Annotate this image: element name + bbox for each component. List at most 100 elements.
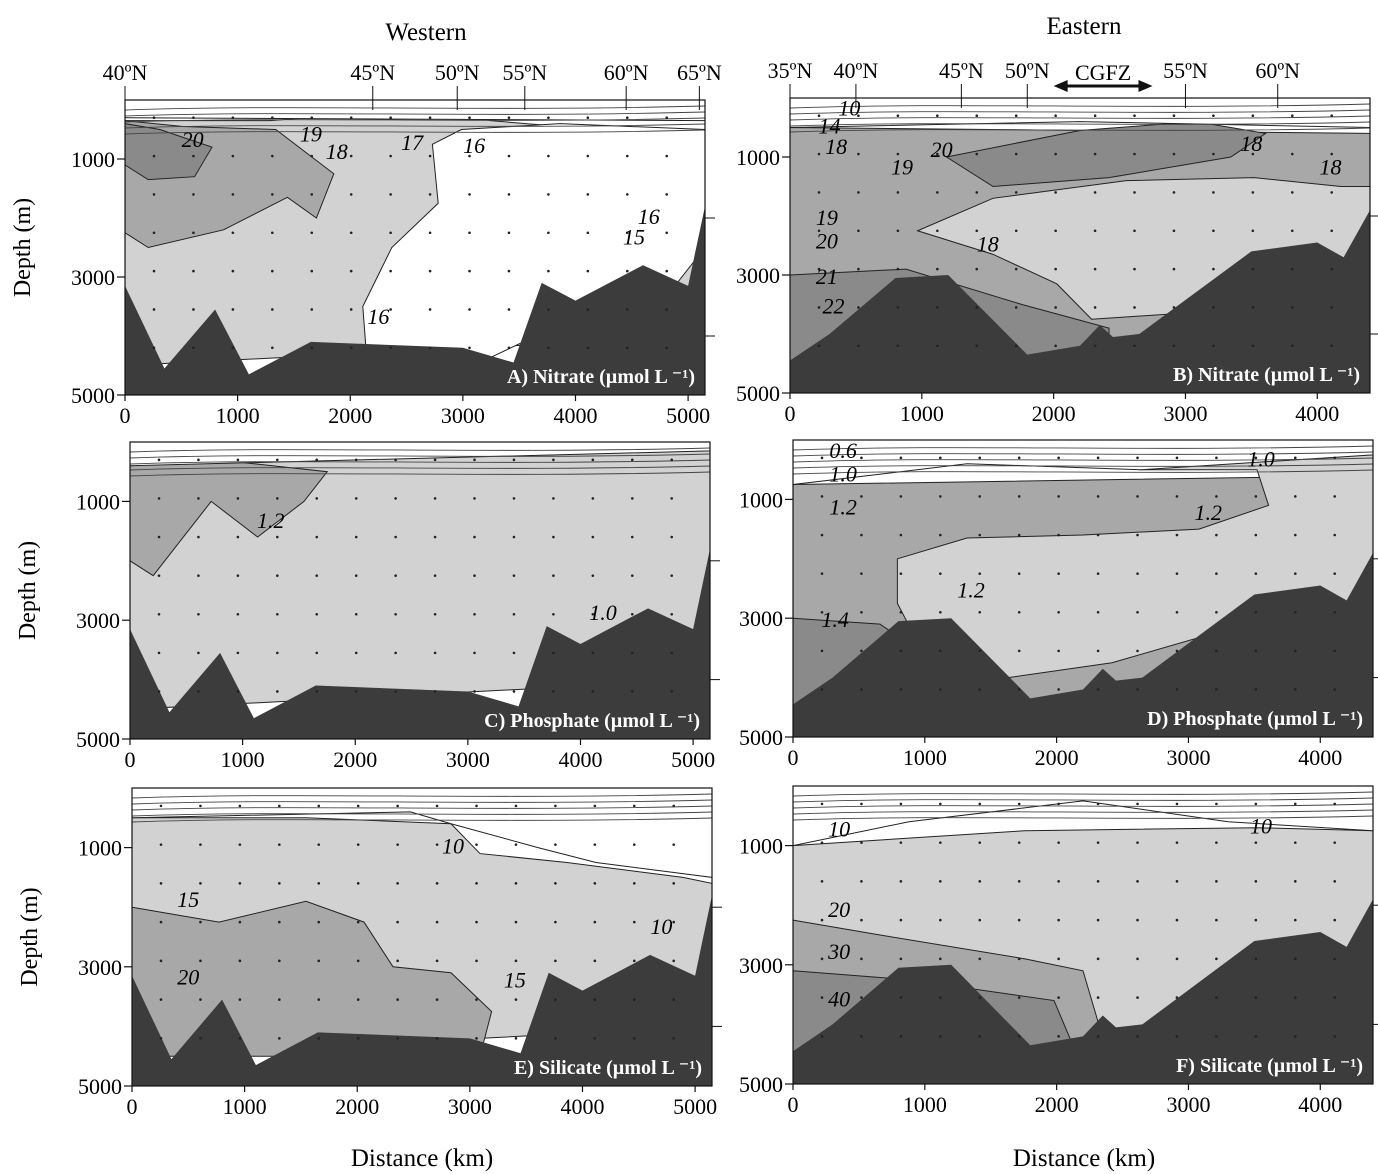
station-dot [899,610,903,614]
panel-frame [792,785,1374,1085]
station-dot [356,998,360,1001]
station-dot [552,458,555,462]
station-dot [514,998,518,1001]
station-dot [1293,880,1297,883]
station-dot [354,497,358,500]
latitude-label: 50ºN [435,60,480,85]
contour-line [792,791,1374,797]
station-dot [593,882,597,885]
station-dot [939,841,942,844]
station-dot [1017,957,1021,961]
station-dot [315,690,319,693]
station-dot [630,651,634,655]
station-dot [512,651,516,655]
station-dot [1017,841,1021,844]
contour-label: 15 [177,887,199,912]
bottom-topography [132,895,712,1086]
station-dot [192,116,195,119]
station-dot [899,688,903,691]
station-dot [820,533,824,537]
station-dot [231,346,235,350]
x-tick-label: 2000 [1032,401,1076,426]
contour-label: 21 [816,264,838,289]
station-dot [349,269,353,273]
station-dot [1254,495,1258,498]
contour-line [124,111,706,117]
station-dot [554,920,557,924]
station-dot [197,612,200,616]
station-dot [1333,456,1337,460]
station-dot [1175,649,1179,653]
station-dot [939,495,942,498]
x-tick-label: 5000 [666,403,710,428]
station-dot [1254,572,1258,575]
panel-title: F) Silicate (µmol L ⁻¹) [1176,1055,1363,1077]
station-dot [428,193,432,196]
station-dot [152,346,156,350]
station-dot [157,651,161,655]
station-dot [1093,152,1097,156]
station-dot [1133,191,1136,194]
station-dot [1017,649,1021,653]
station-dot [231,308,235,311]
panel-frame [131,787,713,1087]
station-dot [554,882,557,885]
station-dot [396,843,399,846]
station-dot [1215,456,1218,460]
station-dot [672,959,676,963]
station-dot [820,456,824,460]
contour-line [129,459,711,465]
station-dot [1290,344,1294,348]
y-tick-label: 5000 [736,381,780,406]
station-dot [665,154,669,158]
station-dot [857,229,860,233]
station-dot [276,612,279,616]
station-dot [1017,610,1021,614]
x-tick-label: 4000 [1295,401,1339,426]
panel-frame [124,99,706,396]
station-dot [396,804,399,808]
station-dot [1017,533,1021,537]
station-dot [1057,649,1060,653]
y-tick-label: 5000 [71,383,115,408]
station-dot [857,267,860,271]
station-dot [1254,802,1258,806]
station-dot [1133,306,1136,309]
station-dot [468,308,471,311]
station-dot [817,344,821,348]
station-dot [1333,572,1337,575]
station-dot [159,804,163,808]
station-dot [310,269,314,273]
station-dot [197,535,200,539]
y-tick-label: 3000 [739,606,783,631]
contour-line [124,123,706,129]
station-dot [1136,880,1139,883]
station-dot [552,690,555,693]
station-dot [356,920,360,924]
latitude-label: 60ºN [604,60,649,85]
contour-line [792,451,1374,457]
station-dot [1251,191,1255,194]
station-dot [625,116,629,119]
station-dot [817,191,821,194]
station-dot [1057,996,1060,999]
station-dot [1017,495,1021,498]
station-dot [936,191,939,194]
station-dot [349,231,353,235]
station-dot [468,231,471,235]
y-axis-label: Depth (m) [17,887,43,986]
station-dot [1215,610,1218,614]
station-dot [278,843,281,846]
station-dot [1175,841,1179,844]
station-dot [1333,802,1337,806]
x-tick-label: 3000 [1166,1092,1210,1117]
station-dot [860,495,863,498]
station-dot [1136,1035,1139,1038]
station-dot [1014,306,1018,309]
station-dot [435,959,439,963]
x-tick-label: 1000 [900,401,944,426]
station-dot [1096,996,1100,999]
station-dot [396,1037,399,1040]
